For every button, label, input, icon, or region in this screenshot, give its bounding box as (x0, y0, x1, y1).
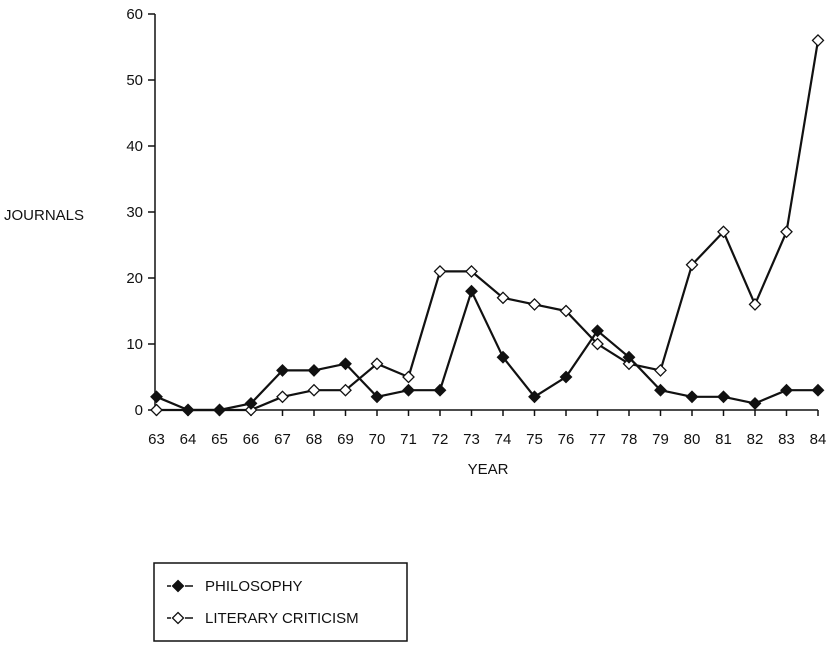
data-point-literary-criticism (496, 291, 510, 305)
data-point-literary-criticism (307, 383, 321, 397)
data-point-philosophy (811, 383, 825, 397)
data-point-philosophy (748, 396, 762, 410)
data-point-philosophy (622, 350, 636, 364)
legend-label-literary-criticism: LITERARY CRITICISM (205, 610, 359, 627)
series-line-literary-criticism (156, 40, 820, 412)
data-point-literary-criticism (465, 264, 478, 278)
x-tick-label: 80 (684, 431, 701, 448)
data-point-philosophy (465, 284, 478, 298)
data-point-literary-criticism (780, 225, 793, 239)
axes (154, 14, 818, 411)
x-tick-label: 79 (652, 431, 669, 448)
data-point-literary-criticism (654, 363, 667, 377)
x-tick-label: 68 (306, 431, 323, 448)
x-tick-label: 74 (495, 431, 512, 448)
data-point-philosophy (654, 383, 667, 397)
legend-label-philosophy: PHILOSOPHY (205, 578, 303, 595)
x-tick-label: 64 (180, 431, 197, 448)
data-point-literary-criticism (370, 357, 384, 371)
data-point-philosophy (150, 390, 163, 404)
data-point-philosophy (244, 396, 258, 410)
data-point-philosophy (339, 357, 352, 371)
data-point-philosophy (307, 363, 321, 377)
data-point-literary-criticism (591, 337, 604, 351)
x-tick-label: 77 (589, 431, 606, 448)
x-tick-label: 72 (432, 431, 449, 448)
data-point-literary-criticism (559, 304, 573, 318)
x-tick-label: 83 (778, 431, 795, 448)
data-point-philosophy (402, 383, 415, 397)
x-tick-label: 82 (747, 431, 764, 448)
x-axis-title: YEAR (468, 461, 509, 478)
x-tick-label: 65 (211, 431, 228, 448)
x-tick-label: 78 (621, 431, 638, 448)
data-point-philosophy (181, 403, 195, 417)
data-point-philosophy (591, 324, 604, 338)
data-point-literary-criticism (276, 390, 289, 404)
y-axis-title: JOURNALS (4, 207, 84, 224)
x-tick-label: 69 (337, 431, 354, 448)
x-tick-label: 70 (369, 431, 386, 448)
legend-marker-philosophy (171, 579, 185, 593)
data-point-literary-criticism (528, 297, 541, 311)
data-point-literary-criticism (150, 403, 163, 417)
series-line-philosophy (156, 290, 818, 412)
y-tick-label: 40 (126, 138, 143, 155)
legend-box (153, 562, 408, 642)
y-tick-label: 50 (126, 72, 143, 89)
data-point-philosophy (559, 370, 573, 384)
y-tick-label: 60 (126, 6, 143, 23)
y-tick-label: 30 (126, 204, 143, 221)
y-tick-label: 0 (135, 402, 143, 419)
data-point-literary-criticism (244, 403, 258, 417)
series-layer (150, 33, 825, 417)
data-point-literary-criticism (811, 33, 825, 47)
data-point-literary-criticism (748, 297, 762, 311)
data-point-philosophy (528, 390, 541, 404)
y-tick-label: 10 (126, 336, 143, 353)
x-tick-label: 76 (558, 431, 575, 448)
x-tick-label: 81 (715, 431, 732, 448)
data-point-philosophy (780, 383, 793, 397)
data-point-literary-criticism (685, 258, 699, 272)
data-point-philosophy (276, 363, 289, 377)
data-point-philosophy (213, 403, 226, 417)
x-tick-label: 66 (243, 431, 260, 448)
x-tick-label: 73 (463, 431, 480, 448)
data-point-philosophy (496, 350, 510, 364)
data-point-literary-criticism (339, 383, 352, 397)
x-tick-label: 71 (400, 431, 417, 448)
data-point-philosophy (717, 390, 730, 404)
x-tick-label: 63 (148, 431, 165, 448)
data-point-literary-criticism (433, 264, 447, 278)
y-tick-label: 20 (126, 270, 143, 287)
data-point-philosophy (433, 383, 447, 397)
data-point-literary-criticism (402, 370, 415, 384)
x-tick-label: 67 (274, 431, 291, 448)
data-point-philosophy (370, 390, 384, 404)
x-tick-label: 84 (810, 431, 827, 448)
x-tick-label: 75 (526, 431, 543, 448)
legend-marker-literary-criticism (171, 611, 185, 625)
legend: PHILOSOPHY LITERARY CRITICISM (153, 562, 408, 642)
ticks: 0 10 20 30 40 50 60 63 64 65 66 67 68 69 70 71 72 73 74 75 7… (126, 6, 826, 448)
data-point-literary-criticism (717, 225, 730, 239)
legend-items (167, 579, 193, 625)
data-point-philosophy (685, 390, 699, 404)
